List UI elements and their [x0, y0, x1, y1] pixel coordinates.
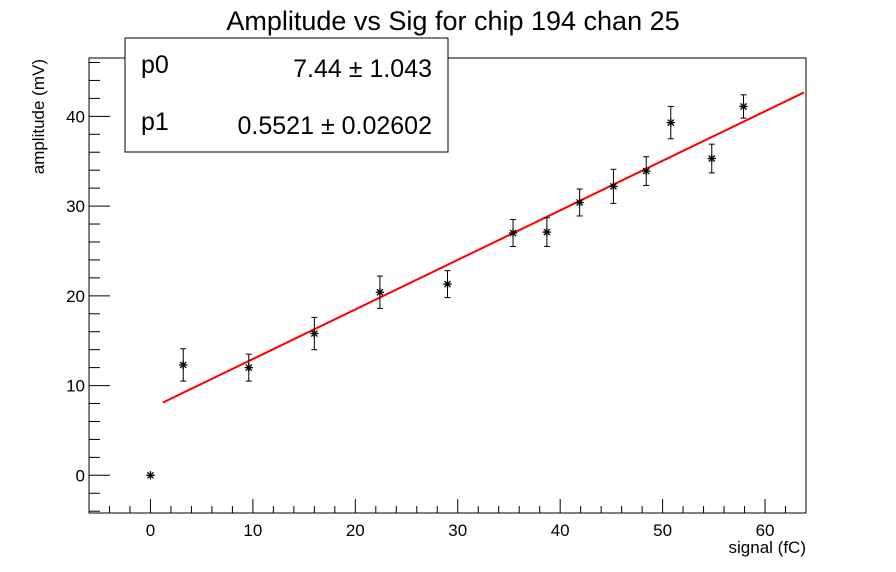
star-marker [542, 227, 552, 237]
y-tick-label: 0 [76, 466, 85, 485]
stat-p0-value: 7.44 ± 1.043 [293, 55, 432, 83]
data-point [666, 105, 675, 140]
stat-p1-name: p1 [141, 108, 169, 136]
star-marker [642, 166, 651, 176]
x-tick-label: 40 [551, 521, 570, 540]
chart-title: Amplitude vs Sig for chip 194 chan 25 [226, 6, 679, 36]
star-marker [146, 471, 155, 480]
stat-p0-name: p0 [141, 51, 169, 79]
star-marker [310, 329, 319, 338]
star-marker [443, 279, 452, 289]
y-axis-label: amplitude (mV) [29, 59, 48, 174]
data-point [575, 188, 584, 217]
stat-p1-value: 0.5521 ± 0.02602 [238, 112, 432, 140]
data-point [443, 270, 452, 299]
star-marker [179, 360, 188, 370]
x-tick-label: 60 [756, 521, 775, 540]
x-tick-label: 50 [653, 521, 672, 540]
stat-p1-pm: ± [321, 112, 335, 140]
star-marker [666, 118, 675, 127]
y-axis: 0 10 20 30 40 [66, 61, 110, 512]
stat-p0-error: 1.043 [369, 55, 432, 83]
data-point [179, 348, 188, 382]
x-tick-label: 10 [243, 521, 262, 540]
data-point [508, 219, 518, 247]
x-tick-label: 30 [448, 521, 467, 540]
star-marker [508, 228, 518, 238]
fit-layer [162, 91, 805, 404]
x-tick-label: 0 [146, 521, 155, 540]
y-tick-label: 20 [66, 287, 85, 306]
x-axis: 0 10 20 30 40 50 60 [88, 499, 807, 540]
stats-box-frame [124, 37, 449, 153]
star-marker [609, 182, 618, 191]
fit-line [162, 91, 805, 404]
stat-p0-estimate: 7.44 [293, 55, 342, 83]
star-marker [244, 363, 253, 372]
star-marker [575, 198, 584, 207]
x-tick-label: 20 [346, 521, 365, 540]
y-tick-label: 10 [66, 377, 85, 396]
data-point [244, 353, 253, 382]
data-point [542, 217, 552, 247]
data-point [739, 94, 748, 119]
points-layer [146, 94, 748, 480]
data-point [609, 168, 618, 204]
star-marker [375, 288, 385, 297]
y-tick-label: 40 [66, 107, 85, 126]
x-axis-label: signal (fC) [729, 538, 806, 557]
data-point [310, 316, 319, 351]
data-point [146, 471, 155, 480]
stat-p1-error: 0.02602 [342, 112, 432, 140]
data-point [642, 156, 651, 186]
stats-box: p0 7.44 ± 1.043 p1 0.5521 ± 0.02602 [124, 37, 449, 153]
stat-p1-estimate: 0.5521 [238, 112, 314, 140]
star-marker [739, 102, 748, 111]
y-tick-label: 30 [66, 197, 85, 216]
data-point [707, 143, 716, 174]
star-marker [707, 154, 716, 163]
data-point [375, 275, 385, 309]
stat-p0-pm: ± [349, 55, 363, 83]
